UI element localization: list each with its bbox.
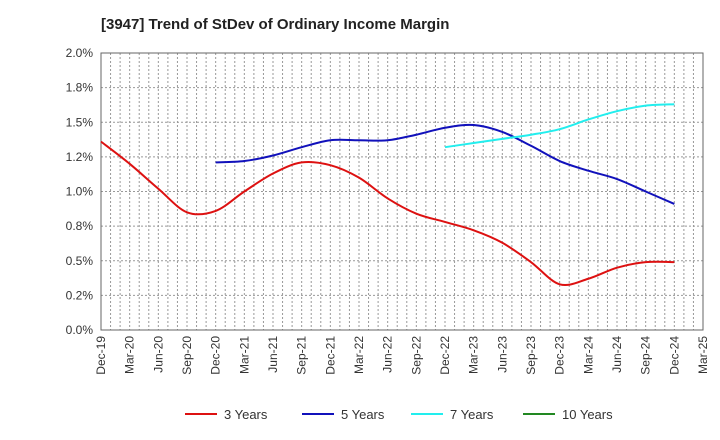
y-tick-label: 0.0%	[66, 323, 94, 337]
y-tick-label: 1.2%	[66, 150, 94, 164]
y-tick-label: 1.0%	[66, 185, 94, 199]
legend: 3 Years 5 Years 7 Years 10 Years	[185, 407, 613, 422]
x-tick-label: Jun-23	[495, 336, 509, 373]
x-tick-label: Dec-19	[94, 336, 108, 375]
legend-label-7-years: 7 Years	[450, 407, 494, 422]
x-tick-label: Dec-20	[209, 336, 223, 375]
plot-frame	[100, 52, 704, 331]
chart-title: [3947] Trend of StDev of Ordinary Income…	[101, 16, 450, 33]
y-tick-label: 1.5%	[66, 115, 94, 129]
y-tick-label: 1.8%	[66, 81, 94, 95]
y-tick-label: 2.0%	[66, 46, 94, 60]
x-tick-label: Mar-24	[581, 336, 595, 374]
x-tick-label: Mar-25	[696, 336, 710, 374]
x-tick-label: Sep-21	[295, 336, 309, 375]
x-tick-label: Mar-21	[237, 336, 251, 374]
y-tick-label: 0.8%	[66, 219, 94, 233]
series-line-3-years	[100, 140, 675, 286]
x-tick-label: Jun-21	[266, 336, 280, 373]
legend-label-3-years: 3 Years	[224, 407, 268, 422]
x-tick-label: Sep-24	[639, 336, 653, 375]
x-tick-label: Sep-22	[409, 336, 423, 375]
axes: 0.0% 0.2% 0.5% 0.8% 1.0% 1.2% 1.5% 1.8% 2.0% Dec-…	[66, 46, 710, 375]
x-tick-label: Sep-20	[180, 336, 194, 375]
x-tick-label: Dec-21	[323, 336, 337, 375]
x-tick-label: Jun-24	[610, 336, 624, 373]
x-tick-label: Jun-22	[381, 336, 395, 373]
x-tick-label: Jun-20	[151, 336, 165, 373]
series-line-7-years	[444, 103, 675, 149]
legend-label-5-years: 5 Years	[341, 407, 385, 422]
legend-label-10-years: 10 Years	[562, 407, 613, 422]
x-tick-label: Dec-23	[553, 336, 567, 375]
series-lines	[100, 103, 675, 286]
x-tick-label: Mar-20	[123, 336, 137, 374]
x-tick-label: Dec-22	[438, 336, 452, 375]
x-tick-label: Mar-22	[352, 336, 366, 374]
x-tick-label: Mar-23	[467, 336, 481, 374]
x-tick-label: Sep-23	[524, 336, 538, 375]
y-tick-label: 0.2%	[66, 288, 94, 302]
y-tick-label: 0.5%	[66, 254, 94, 268]
series-line-5-years	[215, 123, 675, 205]
grid	[100, 52, 704, 331]
x-tick-label: Dec-24	[667, 336, 681, 375]
